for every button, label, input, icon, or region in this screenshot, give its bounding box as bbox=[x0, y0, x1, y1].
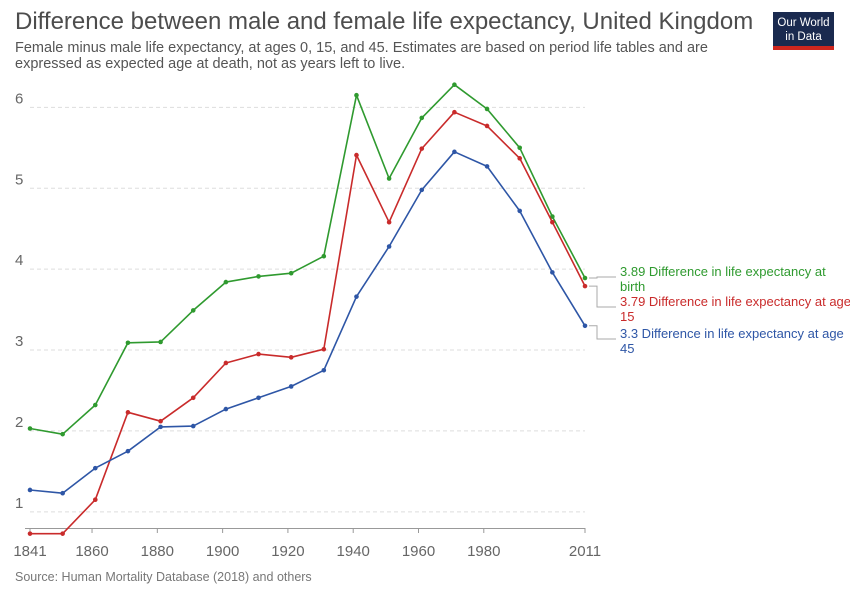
data-point bbox=[452, 149, 457, 155]
x-tick-label: 1841 bbox=[13, 543, 46, 560]
data-point bbox=[60, 531, 65, 536]
y-tick-label: 2 bbox=[15, 414, 23, 431]
data-point bbox=[484, 123, 490, 129]
data-point bbox=[419, 187, 425, 193]
y-tick-label: 1 bbox=[15, 495, 23, 512]
data-point bbox=[27, 487, 33, 493]
x-tick-label: 1860 bbox=[75, 543, 108, 560]
data-point bbox=[550, 270, 555, 275]
data-point bbox=[550, 214, 555, 219]
x-tick-label: 1920 bbox=[271, 543, 304, 560]
data-point bbox=[125, 448, 131, 454]
data-point bbox=[125, 340, 131, 346]
data-point bbox=[158, 339, 163, 345]
x-tick-label: 1900 bbox=[206, 543, 239, 560]
series-end-label: 3.89 Difference in life expectancy at bir… bbox=[620, 264, 826, 294]
data-point bbox=[256, 274, 261, 279]
y-tick-label: 4 bbox=[15, 252, 23, 269]
data-point bbox=[27, 531, 33, 536]
chart-subtitle: Female minus male life expectancy, at ag… bbox=[15, 40, 708, 72]
data-point bbox=[484, 106, 490, 112]
data-point bbox=[517, 145, 523, 151]
data-point bbox=[223, 360, 229, 366]
label-leader-line bbox=[589, 285, 616, 308]
series-end-label: 3.3 Difference in life expectancy at age… bbox=[620, 326, 844, 356]
data-point bbox=[517, 208, 523, 214]
data-point bbox=[92, 402, 98, 408]
data-point bbox=[60, 431, 65, 437]
data-point bbox=[354, 92, 359, 98]
logo-line-1: Our World bbox=[777, 17, 830, 29]
data-point bbox=[60, 490, 65, 496]
data-point bbox=[27, 426, 33, 431]
y-tick-label: 6 bbox=[15, 90, 23, 107]
logo-line-2: in Data bbox=[785, 31, 822, 43]
series-line bbox=[30, 111, 586, 535]
data-point bbox=[419, 115, 425, 121]
data-point bbox=[386, 176, 392, 181]
data-point bbox=[223, 279, 229, 285]
data-point bbox=[582, 275, 588, 281]
data-point bbox=[190, 423, 196, 429]
owid-logo[interactable]: Our World in Data bbox=[773, 12, 834, 50]
data-point bbox=[582, 323, 588, 329]
label-leader-line bbox=[589, 276, 616, 279]
data-point bbox=[321, 253, 327, 259]
chart-title: Difference between male and female life … bbox=[15, 8, 754, 35]
x-tick-label: 2011 bbox=[569, 543, 601, 560]
data-point bbox=[288, 355, 294, 360]
data-point bbox=[288, 384, 294, 389]
data-point bbox=[550, 219, 555, 225]
data-point bbox=[386, 219, 392, 225]
series-end-label: 3.79 Difference in life expectancy at ag… bbox=[620, 294, 850, 324]
data-point bbox=[125, 410, 131, 415]
data-point bbox=[158, 418, 163, 424]
x-tick-label: 1880 bbox=[141, 543, 174, 560]
data-point bbox=[419, 146, 425, 151]
data-point bbox=[92, 465, 98, 471]
data-point bbox=[321, 367, 327, 373]
data-point bbox=[256, 395, 261, 401]
x-tick-label: 1940 bbox=[337, 543, 370, 560]
data-point bbox=[452, 82, 457, 88]
data-point bbox=[354, 294, 359, 299]
data-point bbox=[92, 497, 98, 502]
data-point bbox=[256, 351, 261, 357]
series-line bbox=[29, 151, 586, 495]
data-point bbox=[582, 283, 588, 289]
data-point bbox=[223, 406, 229, 412]
data-point bbox=[321, 346, 327, 352]
x-tick-label: 1980 bbox=[467, 543, 500, 560]
label-leader-line bbox=[589, 325, 616, 340]
data-point bbox=[190, 395, 196, 401]
data-point bbox=[158, 424, 163, 430]
data-point bbox=[452, 109, 457, 115]
data-point bbox=[190, 308, 196, 313]
data-point bbox=[484, 164, 490, 169]
data-point bbox=[288, 270, 294, 276]
x-tick-label: 1960 bbox=[402, 543, 435, 560]
source-note: Source: Human Mortality Database (2018) … bbox=[15, 570, 312, 584]
data-point bbox=[354, 152, 359, 158]
y-tick-label: 3 bbox=[15, 333, 23, 350]
y-tick-label: 5 bbox=[15, 171, 23, 188]
series-line bbox=[29, 83, 586, 436]
data-point bbox=[386, 244, 392, 249]
data-point bbox=[517, 156, 523, 161]
